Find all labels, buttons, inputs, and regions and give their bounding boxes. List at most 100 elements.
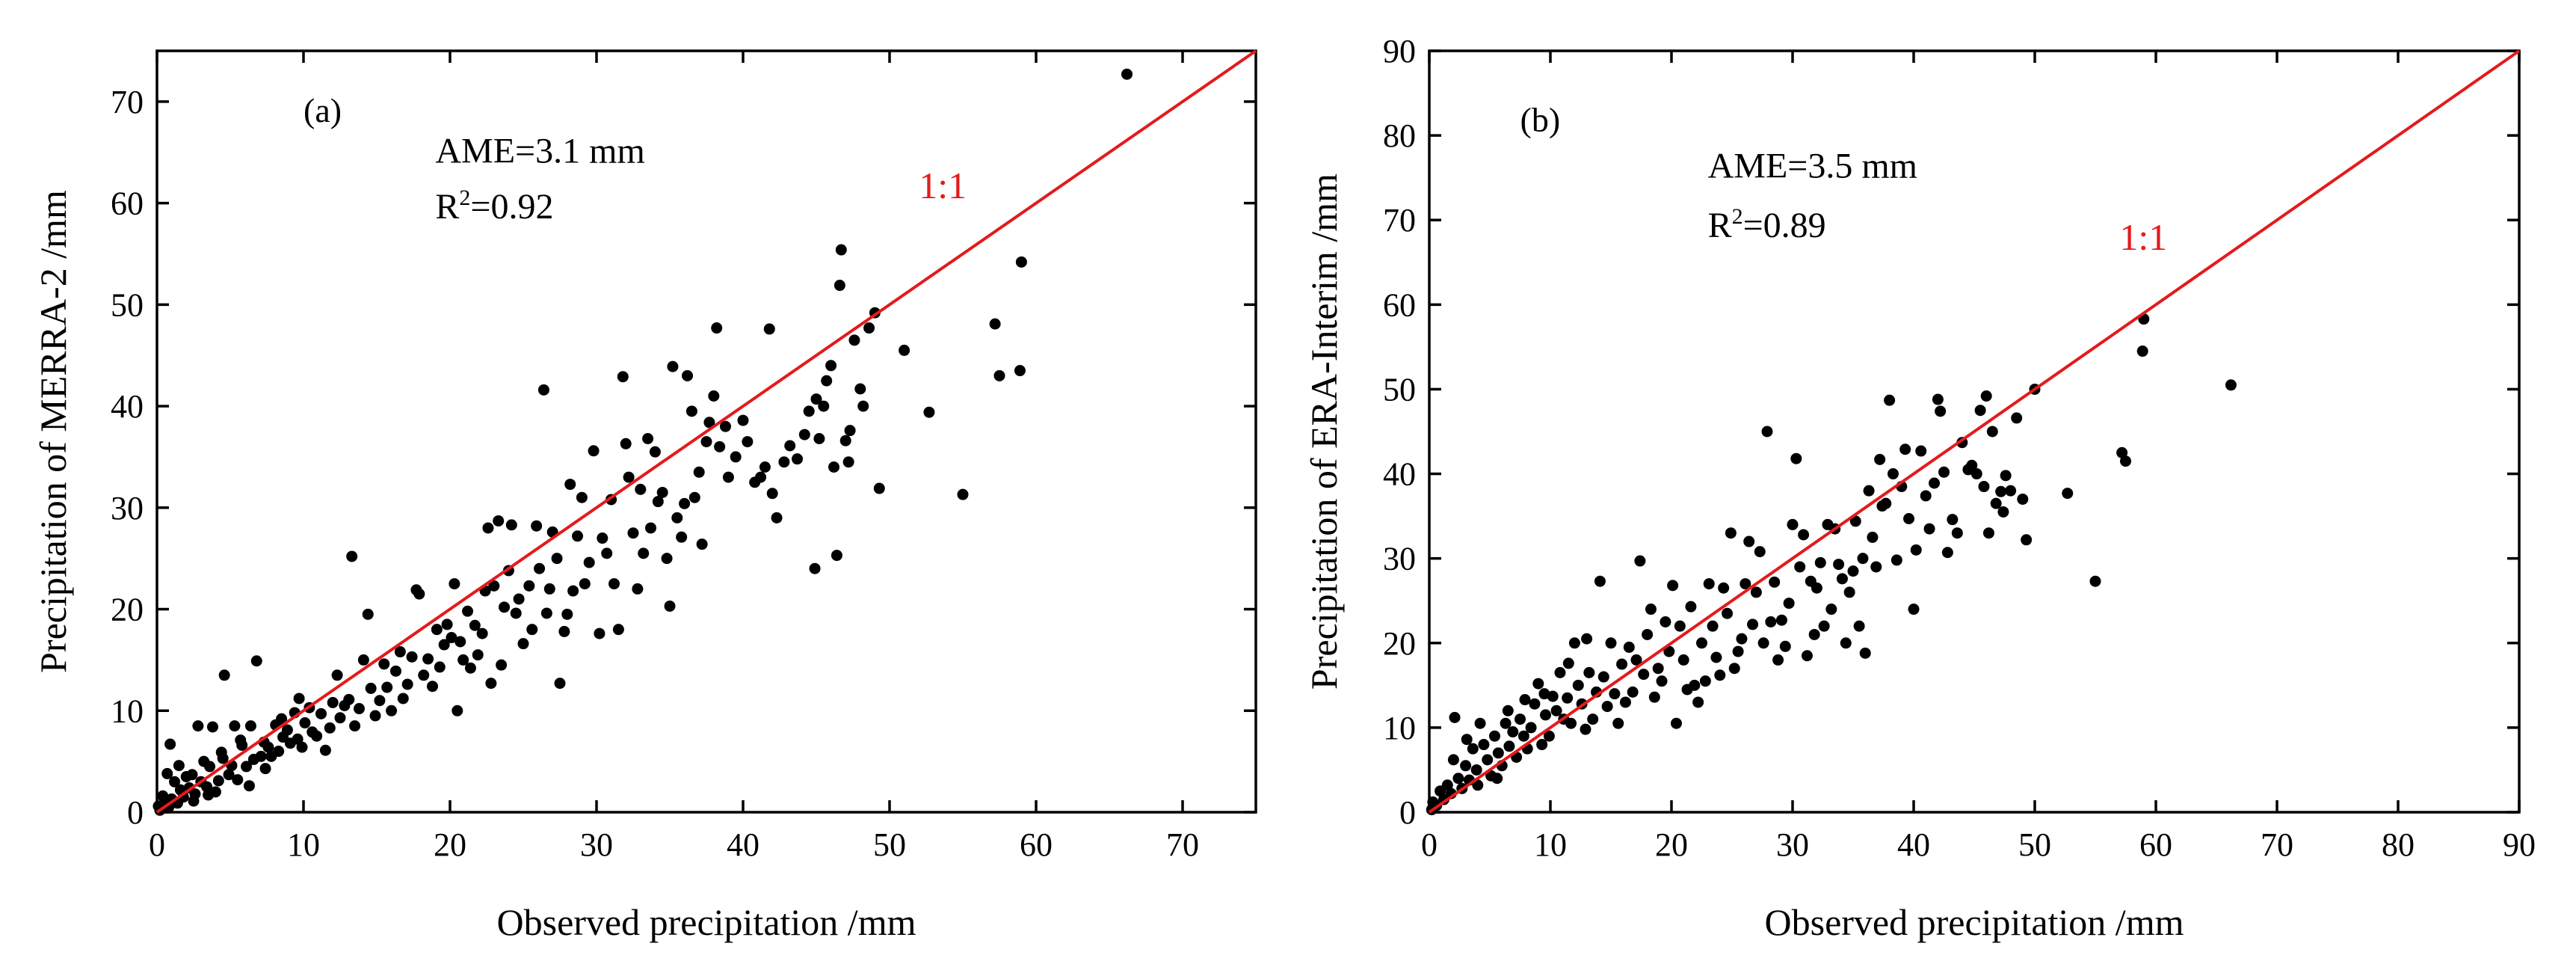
scatter-point (1656, 675, 1668, 687)
scatter-point (327, 696, 339, 708)
scatter-point (1754, 546, 1766, 558)
scatter-point (638, 547, 650, 559)
scatter-point (1461, 734, 1473, 746)
scatter-point (488, 580, 500, 592)
scatter-point (1743, 535, 1755, 547)
scatter-point (1980, 390, 1992, 402)
y-tick-label: 80 (1383, 117, 1416, 154)
scatter-point (1775, 614, 1787, 626)
scatter-point (1703, 578, 1715, 590)
scatter-point (645, 522, 657, 534)
scatter-point (1492, 747, 1504, 759)
scatter-point (1677, 654, 1689, 666)
scatter-point (434, 661, 446, 673)
scatter-point (431, 624, 443, 636)
x-tick-label: 60 (1020, 826, 1053, 863)
scatter-point (1818, 620, 1830, 632)
scatter-point (722, 471, 734, 483)
x-axis-title-a: Observed precipitation /mm (497, 901, 916, 943)
scatter-point (517, 638, 529, 650)
scatter-point (299, 717, 311, 729)
scatter-point (1798, 529, 1810, 541)
scatter-point (1519, 694, 1531, 706)
y-tick-label: 50 (1383, 371, 1416, 408)
scatter-point (324, 722, 336, 734)
x-tick-label: 40 (1897, 826, 1930, 863)
y-axis-title-b: Precipitation of ERA-Interim /mm (1303, 174, 1345, 690)
scatter-point (1986, 426, 1998, 438)
ame-annotation-b: AME=3.5 mm (1708, 147, 1917, 186)
scatter-point (1435, 785, 1446, 797)
scatter-point (485, 678, 497, 690)
scatter-point (1638, 669, 1650, 681)
x-tick-label: 70 (1166, 826, 1199, 863)
panel-b: 0 10 20 30 40 50 60 70 80 90 0 10 20 30 40 50 60 70 80 90 1… (1303, 33, 2536, 943)
scatter-point (180, 770, 192, 782)
scatter-point (1867, 531, 1879, 543)
scatter-point (682, 369, 694, 381)
scatter-point (315, 708, 327, 719)
scatter-point (203, 789, 215, 801)
scatter-point (349, 720, 361, 732)
scatter-point (993, 369, 1005, 381)
scatter-point (863, 322, 875, 334)
scatter-point (656, 486, 668, 498)
y-tick-label: 20 (111, 592, 144, 628)
scatter-point (813, 433, 825, 445)
scatter-point (1790, 452, 1802, 464)
scatter-point (719, 420, 731, 432)
scatter-point (696, 538, 708, 550)
x-tick-label: 50 (873, 826, 906, 863)
y-tick-label: 10 (111, 693, 144, 729)
scatter-point (572, 530, 584, 542)
scatter-point (1714, 669, 1726, 681)
scatter-point (620, 438, 632, 449)
scatter-point (1460, 760, 1472, 772)
scatter-point (1863, 485, 1875, 497)
scatter-point (2005, 485, 2017, 497)
scatter-point (771, 512, 783, 524)
y-tick-label: 70 (1383, 202, 1416, 239)
scatter-point (561, 608, 573, 620)
r2-base-b: R (1708, 206, 1732, 245)
one-to-one-line-a (155, 49, 1257, 814)
scatter-point (923, 406, 935, 418)
y-tick-label: 0 (1399, 794, 1416, 831)
x-tick-label: 30 (580, 826, 613, 863)
scatter-point (259, 763, 271, 775)
x-tick-label: 40 (727, 826, 759, 863)
scatter-point (1757, 637, 1769, 649)
scatter-point (173, 760, 185, 772)
scatter-point (1674, 620, 1686, 632)
scatter-point (1935, 405, 1947, 417)
scatter-point (1978, 481, 1990, 493)
scatter-point (1938, 466, 1950, 478)
scatter-point (627, 527, 639, 539)
scatter-point (1884, 394, 1896, 406)
scatter-point (828, 461, 840, 473)
scatter-point (857, 400, 869, 412)
scatter-point (1580, 723, 1591, 735)
scatter-point (1779, 640, 1791, 652)
scatter-point (386, 705, 398, 716)
y-tick-label: 70 (111, 84, 144, 120)
scatter-point (365, 682, 377, 694)
scatter-point (1761, 426, 1773, 438)
scatter-point (1550, 705, 1562, 716)
scatter-point (510, 607, 522, 619)
scatter-point (1609, 688, 1621, 700)
scatter-point (157, 790, 169, 802)
scatter-point (818, 400, 830, 412)
scatter-point (1616, 658, 1628, 670)
scatter-point (1995, 485, 2007, 497)
r2-value-a: =0.92 (470, 187, 553, 227)
scatter-point (381, 681, 393, 693)
y-tick-label: 40 (1383, 456, 1416, 493)
scatter-point (334, 712, 346, 724)
scatter-point (1787, 518, 1799, 530)
scatter-point (1543, 730, 1555, 742)
scatter-point (1452, 773, 1464, 785)
scatter-point (469, 619, 481, 631)
scatter-point (635, 483, 647, 495)
scatter-point (241, 761, 253, 773)
